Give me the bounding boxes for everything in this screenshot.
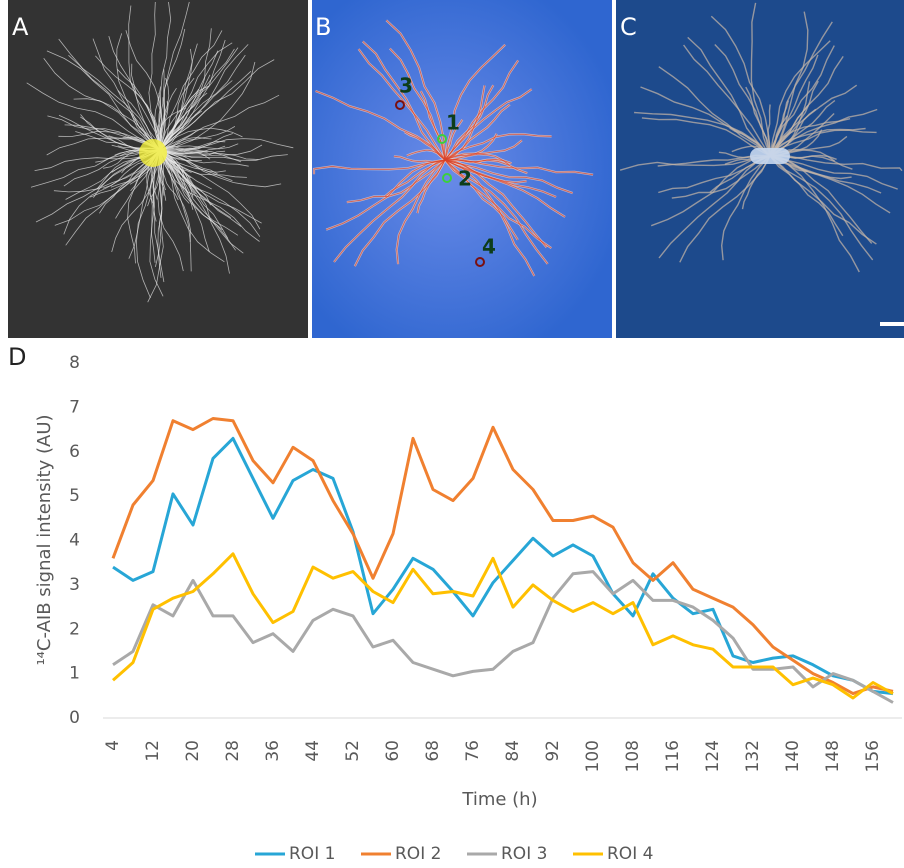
scale-bar [880,322,904,326]
x-tick-label: 20 [183,740,203,762]
x-tick-label: 36 [263,740,283,762]
y-tick-label: 1 [69,664,80,684]
legend-label: ROI 3 [501,844,547,864]
y-tick-label: 4 [69,531,80,551]
panel-label: D [8,343,26,371]
roi-label: 2 [458,167,472,191]
y-tick-label: 3 [69,575,80,595]
y-axis-title: ¹⁴C-AIB signal intensity (AU) [34,414,55,665]
x-tick-label: 52 [343,740,363,762]
x-tick-label: 84 [503,740,523,762]
page: A B C D 1 2 3 4 ¹⁴C-AIB signal intensity… [0,0,904,864]
source-marker [750,148,790,164]
roi-label: 3 [399,74,413,98]
series-line [113,554,893,698]
x-tick-label: 28 [223,740,243,762]
x-tick-label: 68 [423,740,443,762]
x-tick-label: 156 [863,740,883,772]
panel-label: A [12,13,29,41]
legend-label: ROI 4 [607,844,653,864]
figure: A B C D 1 2 3 4 ¹⁴C-AIB signal intensity… [0,0,904,864]
x-axis-title: Time (h) [461,789,537,810]
x-tick-label: 148 [823,740,843,772]
x-tick-label: 12 [143,740,163,762]
y-tick-label: 0 [69,708,80,728]
y-tick-label: 2 [69,619,80,639]
legend-label: ROI 1 [289,844,335,864]
panel-label: C [620,13,637,41]
x-tick-label: 60 [383,740,403,762]
y-tick-label: 8 [69,353,80,373]
panel-c-image [616,0,904,338]
series-line [113,438,893,693]
legend-label: ROI 2 [395,844,441,864]
x-tick-label: 116 [663,740,683,772]
y-tick-label: 6 [69,442,80,462]
panel-label: B [315,13,331,41]
x-tick-label: 132 [743,740,763,772]
y-tick-label: 5 [69,486,80,506]
roi-circle [139,139,167,167]
x-tick-label: 108 [623,740,643,772]
series-line [113,572,893,703]
x-tick-label: 140 [783,740,803,772]
roi-label: 1 [446,111,460,135]
y-tick-label: 7 [69,397,80,417]
x-tick-label: 100 [583,740,603,772]
x-tick-label: 4 [103,740,123,751]
roi-label: 4 [482,235,496,259]
x-tick-label: 76 [463,740,483,762]
x-tick-label: 124 [703,740,723,772]
x-tick-label: 92 [543,740,563,762]
x-tick-label: 44 [303,740,323,762]
